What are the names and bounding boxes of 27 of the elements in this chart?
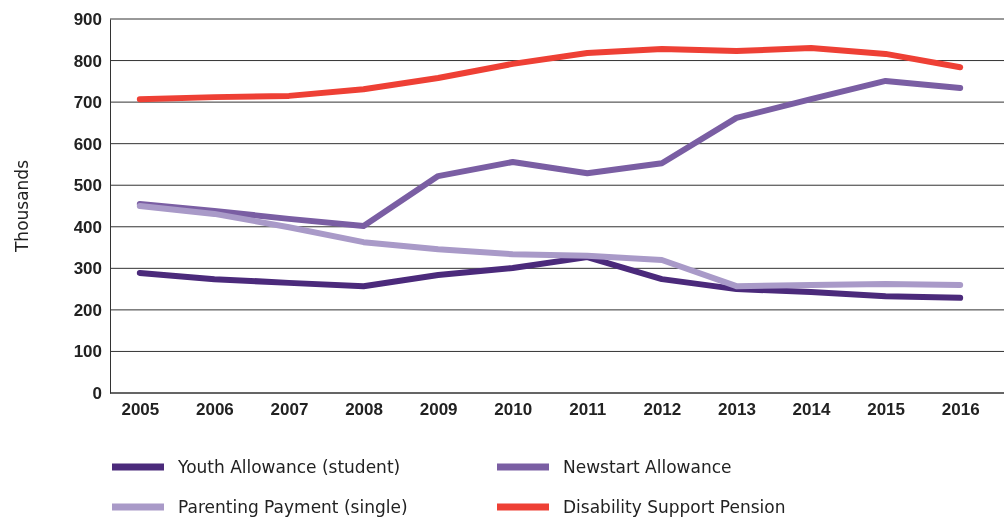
x-tick-label: 2016 bbox=[941, 400, 980, 420]
x-tick-label: 2013 bbox=[718, 400, 756, 420]
y-axis-title: Thousands bbox=[12, 159, 32, 254]
x-tick-label: 2010 bbox=[494, 400, 533, 420]
y-tick-label: 800 bbox=[73, 51, 102, 71]
x-tick-label: 2007 bbox=[270, 400, 309, 420]
y-tick-label: 0 bbox=[92, 383, 102, 403]
x-tick-label: 2015 bbox=[867, 400, 906, 420]
legend-label: Disability Support Pension bbox=[563, 497, 786, 517]
x-tick-label: 2005 bbox=[121, 400, 160, 420]
y-tick-label: 400 bbox=[73, 217, 102, 237]
x-tick-label: 2009 bbox=[419, 400, 458, 420]
legend-label: Parenting Payment (single) bbox=[178, 497, 408, 517]
y-tick-label: 600 bbox=[73, 134, 102, 154]
y-tick-label: 100 bbox=[73, 342, 102, 362]
legend-label: Newstart Allowance bbox=[563, 457, 732, 477]
y-tick-label: 900 bbox=[73, 9, 102, 29]
y-tick-label: 700 bbox=[73, 93, 102, 113]
y-tick-label: 200 bbox=[73, 300, 102, 320]
legend-label: Youth Allowance (student) bbox=[177, 457, 401, 477]
x-tick-label: 2014 bbox=[792, 400, 831, 420]
x-tick-label: 2006 bbox=[195, 400, 234, 420]
x-tick-label: 2012 bbox=[643, 400, 682, 420]
y-tick-label: 500 bbox=[73, 176, 102, 196]
y-tick-label: 300 bbox=[73, 259, 102, 279]
x-tick-label: 2008 bbox=[345, 400, 383, 420]
x-tick-label: 2011 bbox=[569, 400, 607, 420]
